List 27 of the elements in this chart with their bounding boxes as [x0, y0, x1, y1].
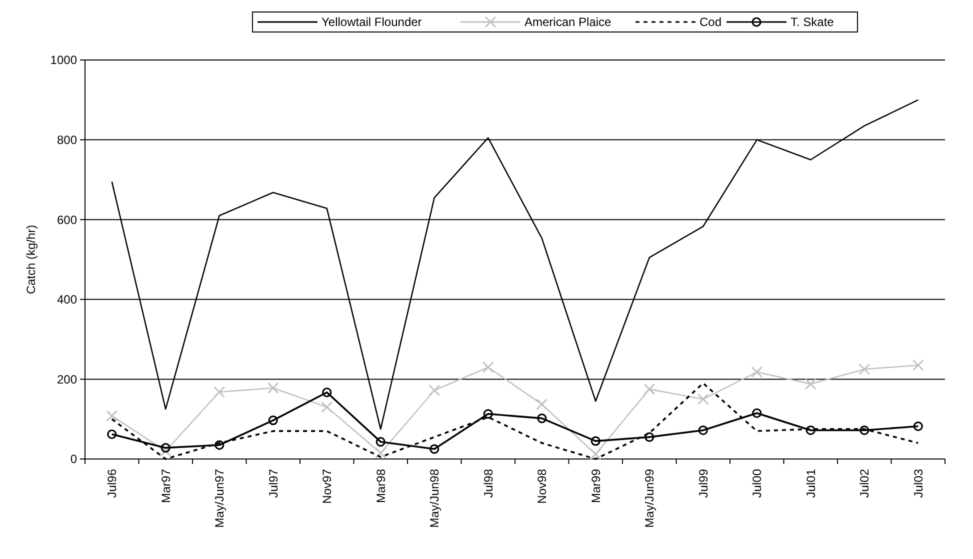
x-tick-label: Jul98: [481, 468, 496, 498]
x-tick-label: May/Jun98: [428, 468, 442, 528]
x-tick-label: Jul97: [266, 468, 280, 498]
x-tick-label: Nov97: [320, 468, 334, 504]
y-tick-label: 600: [56, 212, 78, 227]
legend-label: Cod: [700, 15, 722, 30]
y-tick-label: 800: [56, 133, 78, 147]
y-tick-label: 0: [70, 452, 78, 466]
x-tick-label: Jul02: [858, 468, 872, 498]
x-tick-label: Jul00: [750, 468, 764, 498]
x-tick-label: Nov98: [535, 468, 550, 504]
x-tick-label: Mar97: [158, 468, 173, 504]
y-tick-label: 200: [56, 372, 78, 386]
y-tick-label: 1000: [50, 53, 78, 68]
legend-label: Yellowtail Flounder: [322, 15, 422, 30]
x-tick-label: Mar99: [588, 468, 603, 504]
y-tick-label: 400: [56, 292, 78, 307]
y-axis-title: Catch (kg/hr): [24, 224, 38, 294]
x-tick-label: May/Jun99: [642, 468, 657, 528]
legend-label: T. Skate: [790, 15, 834, 30]
x-tick-label: May/Jun97: [212, 468, 227, 528]
x-tick-label: Mar98: [374, 468, 388, 504]
x-tick-label: Jul96: [105, 468, 120, 498]
x-tick-label: Jul99: [696, 468, 710, 498]
legend-label: American Plaice: [524, 15, 612, 30]
x-tick-label: Jul03: [911, 468, 926, 498]
x-tick-label: Jul01: [804, 468, 818, 498]
